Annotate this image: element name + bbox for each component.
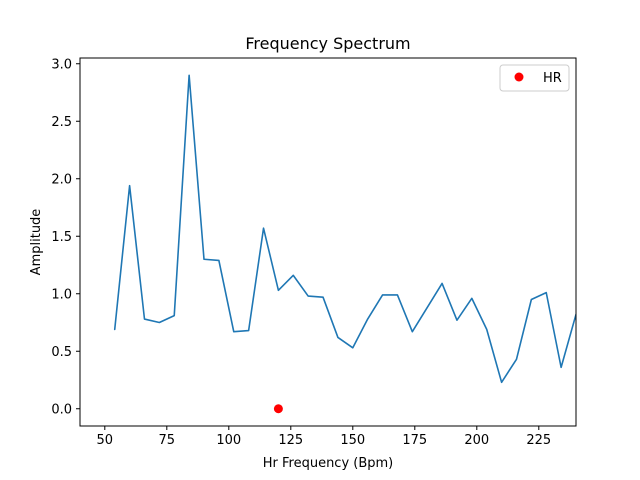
- chart-title: Frequency Spectrum: [245, 34, 410, 53]
- spectrum-line: [113, 74, 576, 384]
- plot-area: [79, 57, 577, 427]
- legend-box: [499, 64, 570, 92]
- x-tick-label: 175: [402, 433, 427, 448]
- x-tick-label: 75: [159, 433, 176, 448]
- hr-point: [273, 404, 283, 414]
- y-tick-label: 1.0: [51, 287, 72, 302]
- x-axis: 50 75 100 125 150 175 200 225: [97, 426, 551, 448]
- y-tick-label: 0.0: [51, 402, 72, 417]
- y-tick-label: 2.5: [51, 115, 72, 130]
- legend-label-hr: HR: [543, 71, 562, 86]
- x-tick-label: 200: [464, 433, 489, 448]
- x-axis-label: Hr Frequency (Bpm): [263, 456, 394, 471]
- y-axis-label: Amplitude: [29, 209, 44, 276]
- x-tick-label: 225: [526, 433, 551, 448]
- y-tick-label: 3.0: [51, 57, 72, 72]
- legend-marker-hr: [514, 72, 524, 82]
- y-tick-label: 0.5: [51, 345, 72, 360]
- x-tick-label: 125: [278, 433, 303, 448]
- x-tick-label: 50: [97, 433, 114, 448]
- x-tick-label: 100: [216, 433, 241, 448]
- y-tick-label: 2.0: [51, 172, 72, 187]
- y-tick-label: 1.5: [51, 230, 72, 245]
- legend: HR: [499, 64, 570, 92]
- x-tick-label: 150: [340, 433, 365, 448]
- plot-content: [113, 74, 576, 414]
- y-axis: 0.0 0.5 1.0 1.5 2.0 2.5 3.0: [51, 57, 80, 417]
